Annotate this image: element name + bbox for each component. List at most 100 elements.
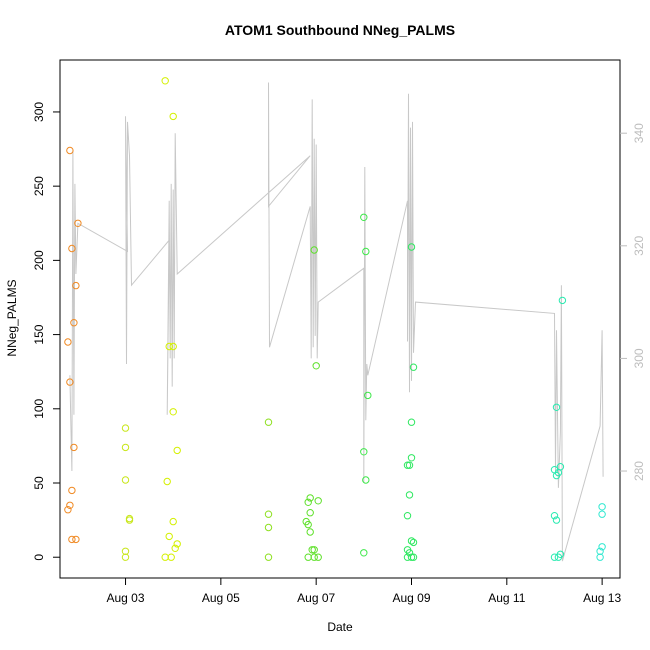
data-point xyxy=(360,448,368,456)
data-point xyxy=(68,535,76,544)
scatter-points-layer xyxy=(64,77,606,561)
data-point xyxy=(74,219,82,228)
data-point xyxy=(409,363,418,371)
data-point xyxy=(306,509,314,517)
data-point xyxy=(173,446,181,455)
data-point xyxy=(409,538,418,547)
data-point xyxy=(598,543,606,551)
data-point xyxy=(552,403,561,411)
data-point xyxy=(306,494,314,502)
data-point xyxy=(125,516,134,524)
data-point xyxy=(304,498,312,506)
x-tick-label: Aug 03 xyxy=(107,591,145,605)
data-point xyxy=(171,544,179,552)
data-point xyxy=(405,461,414,469)
data-point xyxy=(66,378,74,386)
data-point xyxy=(72,281,80,290)
data-point xyxy=(70,319,78,327)
data-point xyxy=(169,517,177,526)
data-point xyxy=(407,553,416,561)
secondary-series-line-layer xyxy=(69,82,604,562)
data-point xyxy=(169,408,177,416)
data-point xyxy=(312,362,320,370)
data-point xyxy=(310,546,318,554)
x-tick-label: Aug 05 xyxy=(202,591,240,605)
data-point xyxy=(68,244,76,253)
data-point xyxy=(165,532,173,541)
y-tick-label: 0 xyxy=(32,554,46,561)
data-point xyxy=(310,246,318,254)
x-tick-label: Aug 11 xyxy=(488,591,525,605)
data-point xyxy=(121,476,130,484)
secondary-series-line xyxy=(69,82,604,562)
data-point xyxy=(596,553,604,561)
data-point xyxy=(72,535,80,544)
data-point xyxy=(310,553,318,561)
data-point xyxy=(554,553,563,561)
data-point xyxy=(552,516,561,524)
data-point xyxy=(598,510,606,518)
y-tick-label: 200 xyxy=(32,250,46,270)
data-point xyxy=(405,549,414,557)
x-axis-label: Date xyxy=(327,620,353,634)
y2-tick-label: 280 xyxy=(632,461,646,481)
data-point xyxy=(360,549,368,557)
data-point xyxy=(558,296,567,305)
x-axis: Aug 03 Aug 05 Aug 07 Aug 09 Aug 11 Aug 13 xyxy=(107,577,621,605)
data-point xyxy=(362,476,370,484)
data-point xyxy=(403,512,412,520)
y2-tick-label: 300 xyxy=(632,348,646,368)
data-point xyxy=(407,243,416,251)
x-tick-label: Aug 13 xyxy=(583,591,621,605)
y-axis-left: 0 50 100 150 200 250 300 xyxy=(32,102,61,561)
data-point xyxy=(264,510,273,518)
data-point xyxy=(169,112,177,121)
data-point xyxy=(364,391,372,400)
data-point xyxy=(264,553,273,561)
data-point xyxy=(407,454,416,462)
x-tick-label: Aug 07 xyxy=(297,591,335,605)
data-point xyxy=(314,553,322,561)
y2-tick-label: 320 xyxy=(632,235,646,255)
data-point xyxy=(598,503,606,511)
data-point xyxy=(264,418,273,426)
data-point xyxy=(304,520,312,529)
y-tick-label: 300 xyxy=(32,102,46,122)
data-point xyxy=(264,523,273,532)
data-point xyxy=(64,338,72,346)
data-point xyxy=(308,546,316,554)
data-point xyxy=(409,553,418,561)
y-axis-label: NNeg_PALMS xyxy=(5,279,19,356)
y-axis-right: 280 300 320 340 xyxy=(620,123,646,481)
x-tick-label: Aug 09 xyxy=(392,591,430,605)
data-point xyxy=(403,461,412,469)
data-point xyxy=(64,506,72,514)
data-point xyxy=(167,553,175,561)
data-point xyxy=(66,501,74,509)
data-point xyxy=(121,553,130,561)
y-tick-label: 100 xyxy=(32,398,46,418)
data-point xyxy=(306,528,314,536)
data-point xyxy=(550,553,559,561)
chart-title: ATOM1 Southbound NNeg_PALMS xyxy=(225,22,455,38)
data-point xyxy=(121,443,130,452)
data-point xyxy=(161,77,169,85)
data-point xyxy=(552,471,561,480)
data-point xyxy=(405,491,414,499)
data-point xyxy=(165,342,173,351)
data-point xyxy=(360,213,368,222)
y-tick-label: 250 xyxy=(32,176,46,196)
data-point xyxy=(173,540,181,548)
y-tick-label: 50 xyxy=(32,476,46,490)
data-point xyxy=(314,497,322,505)
data-point xyxy=(68,486,76,495)
data-point xyxy=(407,418,416,426)
data-point xyxy=(169,342,177,351)
data-point xyxy=(163,477,171,486)
data-point xyxy=(407,537,416,545)
y-tick-label: 150 xyxy=(32,324,46,344)
data-point xyxy=(362,247,370,256)
data-point xyxy=(121,424,130,432)
